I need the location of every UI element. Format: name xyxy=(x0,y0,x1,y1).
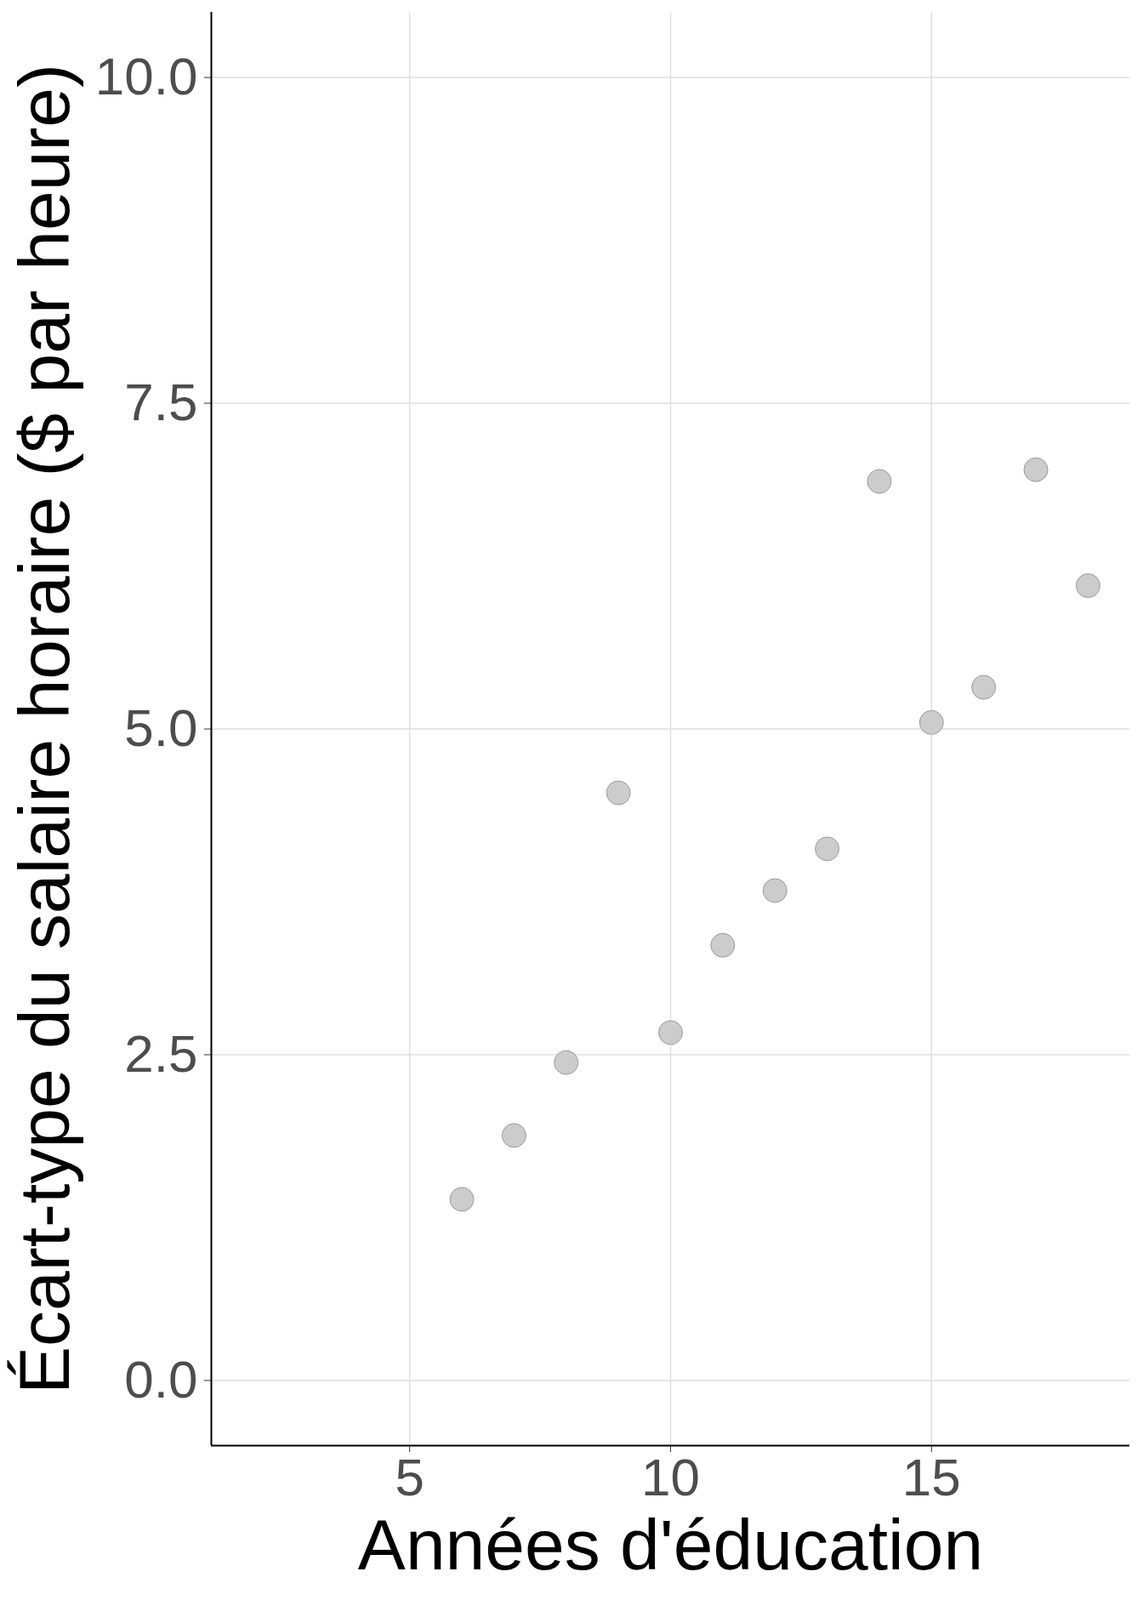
svg-text:5.0: 5.0 xyxy=(124,698,198,757)
svg-text:Écart-type du salaire horaire: Écart-type du salaire horaire ($ par heu… xyxy=(4,63,85,1394)
svg-text:7.5: 7.5 xyxy=(124,372,198,432)
svg-text:10: 10 xyxy=(641,1447,700,1507)
svg-text:5: 5 xyxy=(394,1447,424,1507)
svg-text:0.0: 0.0 xyxy=(124,1349,198,1409)
svg-text:15: 15 xyxy=(902,1447,962,1507)
svg-text:Années d'éducation: Années d'éducation xyxy=(358,1504,984,1585)
svg-text:2.5: 2.5 xyxy=(124,1023,198,1083)
svg-text:10.0: 10.0 xyxy=(95,46,199,106)
